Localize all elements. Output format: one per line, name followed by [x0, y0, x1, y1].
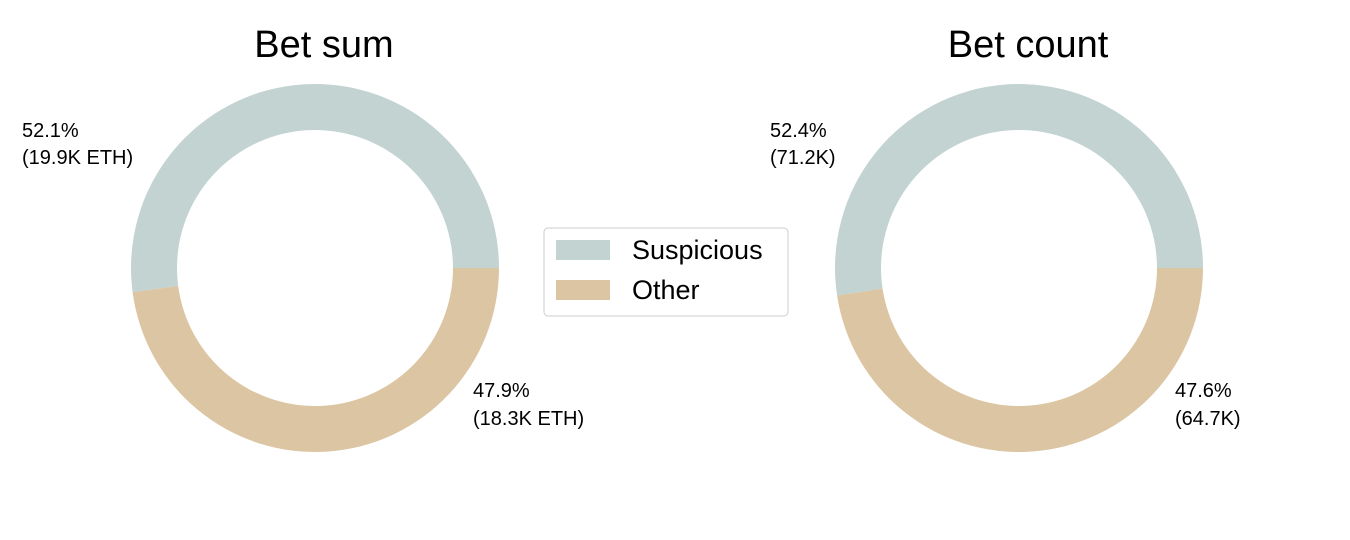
bet-sum-suspicious-value-label: (19.9K ETH)	[22, 147, 133, 169]
bet-sum-other-value-label: (18.3K ETH)	[473, 408, 584, 430]
bet-count-suspicious-wedge	[835, 83, 1203, 296]
bet-count-chart: Bet count 52.4% (71.2K) 47.6% (64.7K)	[770, 24, 1241, 452]
bet-count-other-wedge	[837, 268, 1203, 452]
bet-sum-title: Bet sum	[254, 24, 393, 66]
bet-count-other-percent-label: 47.6%	[1175, 380, 1232, 402]
bet-count-title: Bet count	[948, 24, 1109, 66]
bet-sum-chart: Bet sum 52.1% (19.9K ETH) 47.9% (18.3K E…	[22, 24, 584, 453]
bet-count-suspicious-percent-label: 52.4%	[770, 120, 827, 142]
bet-sum-suspicious-percent-label: 52.1%	[22, 120, 79, 142]
legend-swatch-suspicious	[556, 240, 610, 260]
legend: Suspicious Other	[543, 227, 789, 317]
bet-sum-donut	[131, 84, 500, 453]
legend-swatch-other	[556, 280, 610, 300]
bet-sum-other-wedge	[132, 268, 500, 453]
bet-sum-other-percent-label: 47.9%	[473, 380, 530, 402]
legend-label-suspicious: Suspicious	[632, 235, 763, 265]
bet-count-donut	[835, 83, 1203, 452]
bet-sum-suspicious-wedge	[131, 84, 499, 293]
bet-count-other-value-label: (64.7K)	[1175, 408, 1241, 430]
legend-label-other: Other	[632, 275, 700, 305]
bet-count-suspicious-value-label: (71.2K)	[770, 147, 836, 169]
